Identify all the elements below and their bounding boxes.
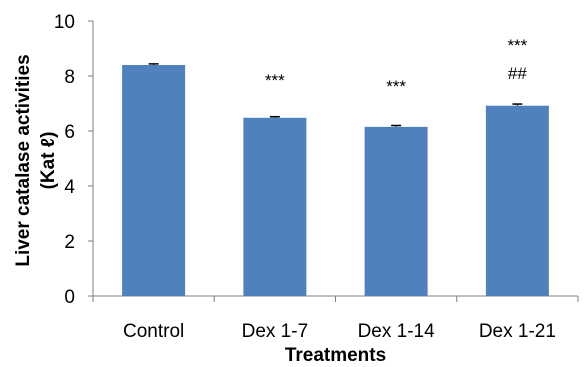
bar-dex-1-21 (485, 105, 549, 296)
y-axis: 0 2 4 6 8 10 (54, 12, 94, 308)
y-axis-title-line: (Kat ℓ) (38, 132, 59, 190)
y-axis-title-line: Liver catalase activities (13, 54, 34, 266)
bar-control (122, 65, 186, 296)
x-ticks: Control Dex 1-7 Dex 1-14 Dex 1-21 (92, 296, 579, 342)
y-tick-label: 4 (64, 177, 75, 198)
y-ticks: 0 2 4 6 8 10 (54, 12, 93, 308)
x-tick-label: Dex 1-14 (358, 321, 436, 342)
x-tick-label: Control (123, 321, 184, 342)
significance-marker: *** (265, 71, 285, 90)
x-tick-label: Dex 1-7 (242, 321, 309, 342)
y-tick-label: 2 (64, 232, 75, 253)
y-axis-title: Liver catalase activities (Kat ℓ) (13, 54, 59, 266)
significance-annotations: *** *** *** ## (265, 36, 528, 96)
y-tick-label: 8 (64, 67, 75, 88)
bar-dex-1-7 (243, 117, 307, 296)
bar-dex-1-14 (364, 126, 428, 296)
bars (122, 63, 549, 296)
significance-marker: ## (508, 64, 527, 83)
x-axis: Control Dex 1-7 Dex 1-14 Dex 1-21 (92, 295, 579, 342)
y-tick-label: 10 (54, 12, 75, 33)
y-tick-label: 0 (64, 287, 75, 308)
x-axis-title: Treatments (285, 345, 386, 366)
x-tick-label: Dex 1-21 (479, 321, 556, 342)
significance-marker: *** (386, 77, 406, 96)
significance-marker: *** (507, 36, 527, 55)
y-tick-label: 6 (64, 122, 75, 143)
